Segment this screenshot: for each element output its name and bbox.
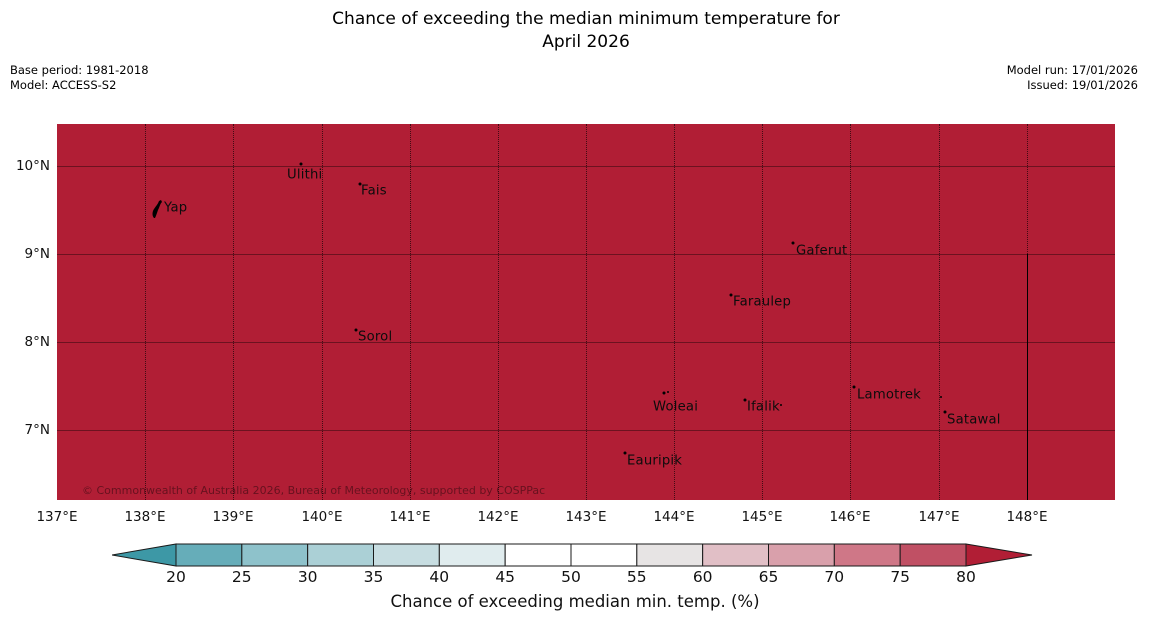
island-shape-yap: [152, 200, 162, 218]
colorbar-segment: [175, 543, 243, 567]
colorbar-segment: [241, 543, 309, 567]
x-axis: 137°E 138°E 139°E 140°E 141°E 142°E 143°E 144°E…: [36, 509, 1115, 529]
copyright-text: © Commonwealth of Australia 2026, Bureau…: [82, 484, 546, 497]
longitude-gridline: [674, 124, 675, 500]
longitude-gridline: [762, 124, 763, 500]
place-label-faraulep: Faraulep: [733, 294, 792, 310]
x-tick-label: 142°E: [477, 509, 519, 525]
model-run-text: Model run: 17/01/2026: [1006, 63, 1138, 77]
place-label-eauripik: Eauripik: [627, 453, 683, 469]
colorbar-tick-label: 40: [429, 568, 450, 586]
colorbar-tick-label: 30: [297, 568, 318, 586]
map: © Commonwealth of Australia 2026, Bureau…: [57, 124, 1115, 500]
x-tick-label: 138°E: [124, 509, 166, 525]
colorbar-segment: [702, 543, 769, 567]
colorbar-segment: [636, 543, 704, 567]
colorbar-segment: [373, 543, 440, 567]
longitude-gridline: [850, 124, 851, 500]
place-label-woleai: Woleai: [653, 399, 699, 415]
colorbar-segment: [307, 543, 374, 567]
colorbar-tick-label: 80: [956, 568, 976, 586]
x-tick-label: 140°E: [301, 509, 343, 525]
colorbar-segment: [438, 543, 506, 567]
colorbar-tick-label: 25: [231, 568, 252, 586]
colorbar-tick-label: 50: [561, 568, 581, 586]
colorbar-label: Chance of exceeding median min. temp. (%…: [390, 592, 760, 611]
islet-marker: [940, 396, 942, 398]
colorbar-tick-label: 65: [758, 568, 779, 586]
colorbar-ticks: 20 25 30 35 40 45 50 55 60 65 70 75 80: [0, 568, 1150, 588]
island-marker-woleai: [662, 391, 666, 395]
x-tick-label: 145°E: [741, 509, 783, 525]
island-marker-faraulep: [729, 293, 733, 297]
x-tick-label: 147°E: [918, 509, 960, 525]
island-marker-ulithi: [299, 162, 303, 166]
island-marker-sorol: [354, 328, 358, 332]
x-tick-label: 141°E: [389, 509, 431, 525]
boundary-line: [1027, 254, 1028, 500]
x-tick-label: 146°E: [829, 509, 871, 525]
island-marker-fais: [358, 182, 362, 186]
colorbar-tick-label: 45: [495, 568, 516, 586]
colorbar-over-arrow: [965, 543, 1033, 567]
longitude-gridline: [586, 124, 587, 500]
figure-title-line2: April 2026: [542, 32, 630, 53]
y-tick-label: 9°N: [24, 246, 50, 262]
colorbar-tick-label: 70: [824, 568, 845, 586]
place-label-fais: Fais: [361, 183, 387, 199]
islet-marker: [667, 391, 669, 393]
colorbar-tick-label: 20: [166, 568, 186, 586]
longitude-gridline: [145, 124, 146, 500]
x-tick-label: 137°E: [36, 509, 78, 525]
place-label-ifalik: Ifalik: [747, 399, 780, 415]
colorbar-segment: [504, 543, 572, 567]
place-label-lamotrek: Lamotrek: [857, 387, 921, 403]
colorbar: [112, 543, 1033, 567]
colorbar-under-arrow: [112, 543, 177, 567]
colorbar-tick-label: 75: [890, 568, 911, 586]
island-marker-lamotrek: [852, 385, 856, 389]
place-label-yap: Yap: [164, 200, 188, 216]
figure-title-line1: Chance of exceeding the median minimum t…: [332, 9, 840, 29]
colorbar-tick-label: 60: [692, 568, 713, 586]
longitude-gridline: [939, 124, 940, 500]
issued-text: Issued: 19/01/2026: [1027, 77, 1138, 92]
longitude-gridline: [410, 124, 411, 500]
place-label-ulithi: Ulithi: [287, 167, 323, 183]
colorbar-segment: [899, 543, 967, 567]
colorbar-segment: [570, 543, 638, 567]
meta-right: Model run: 17/01/2026 Issued: 19/01/2026: [1007, 63, 1138, 92]
colorbar-tick-label: 35: [363, 568, 384, 586]
colorbar-tick-label: 55: [626, 568, 647, 586]
y-axis: 10°N 9°N 8°N 7°N: [0, 124, 50, 500]
x-tick-label: 139°E: [212, 509, 254, 525]
place-label-satawal: Satawal: [947, 412, 1001, 428]
y-tick-label: 10°N: [15, 158, 50, 174]
island-marker-ifalik: [743, 398, 747, 402]
y-tick-label: 8°N: [24, 334, 50, 350]
x-tick-label: 143°E: [565, 509, 607, 525]
x-tick-label: 144°E: [653, 509, 695, 525]
y-tick-label: 7°N: [24, 422, 50, 438]
island-marker-satawal: [943, 410, 947, 414]
colorbar-segment: [768, 543, 835, 567]
place-label-gaferut: Gaferut: [796, 243, 848, 259]
islet-marker: [780, 404, 782, 406]
model-text: Model: ACCESS-S2: [10, 77, 117, 92]
figure-title: Chance of exceeding the median minimum t…: [57, 8, 1115, 55]
x-tick-label: 148°E: [1006, 509, 1048, 525]
longitude-gridline: [233, 124, 234, 500]
base-period-text: Base period: 1981-2018: [10, 63, 149, 77]
longitude-gridline: [498, 124, 499, 500]
colorbar-segment: [833, 543, 901, 567]
longitude-gridline: [322, 124, 323, 500]
meta-left: Base period: 1981-2018 Model: ACCESS-S2: [10, 63, 149, 92]
place-label-sorol: Sorol: [358, 329, 393, 345]
island-marker-eauripik: [623, 451, 627, 455]
island-marker-gaferut: [791, 241, 795, 245]
